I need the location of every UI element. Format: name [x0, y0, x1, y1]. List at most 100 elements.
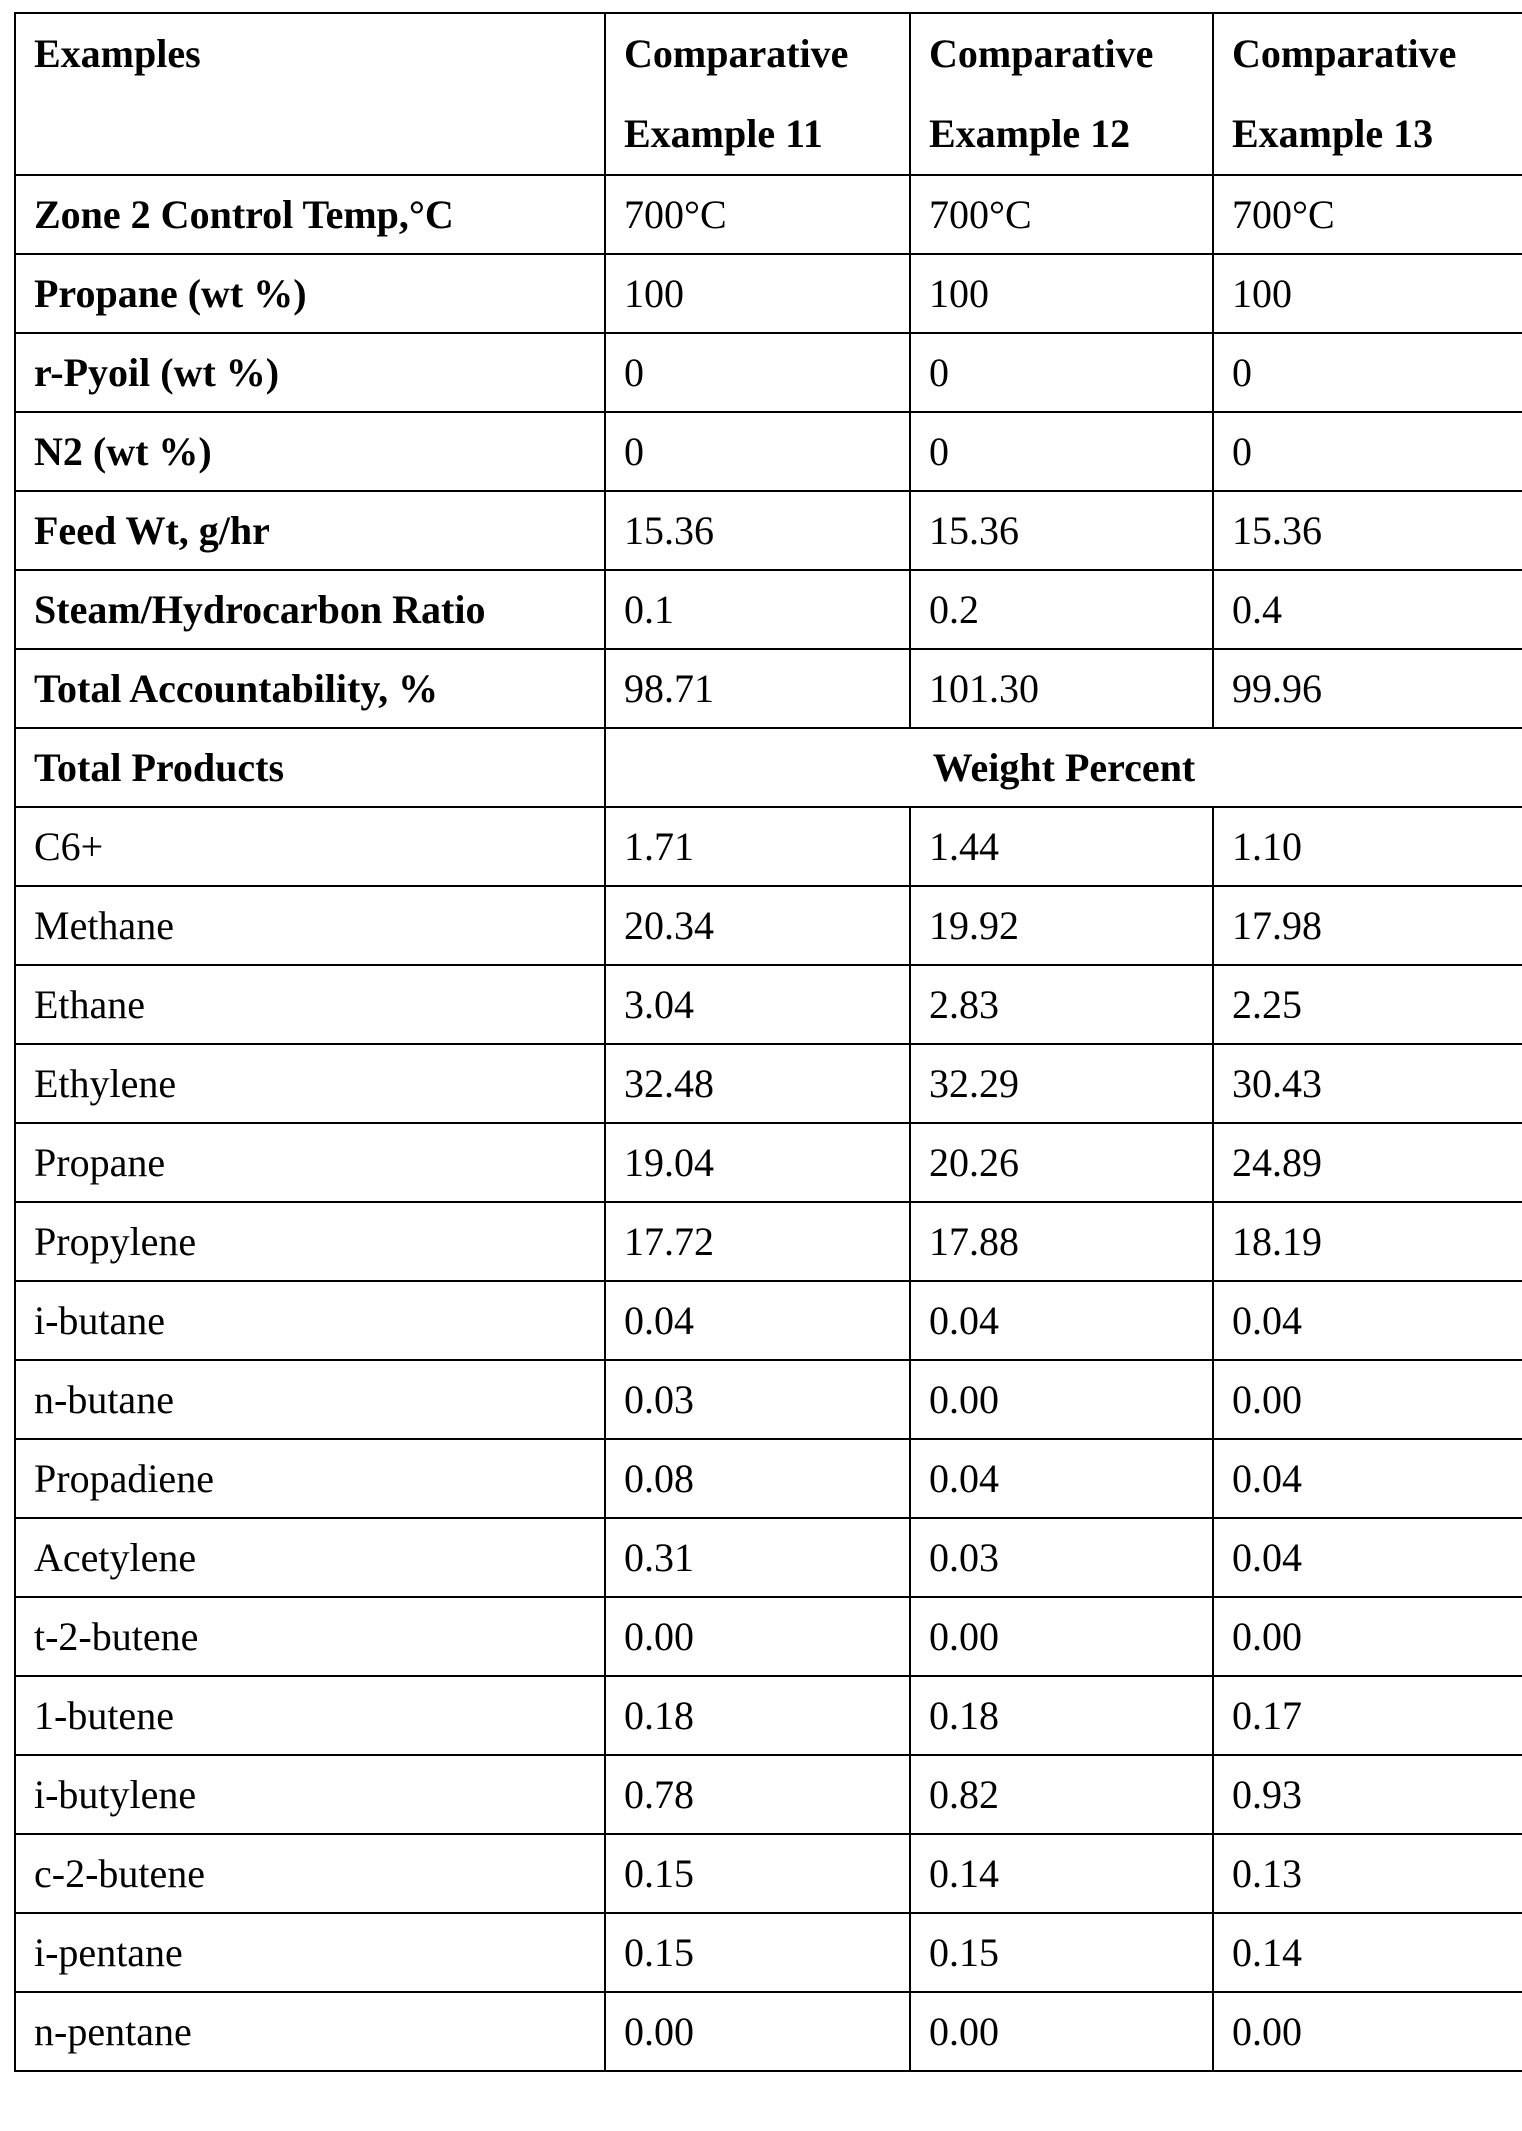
- value-cell: 24.89: [1212, 1122, 1522, 1203]
- value-cell: 0.15: [604, 1833, 911, 1914]
- value-cell: 0.03: [604, 1359, 911, 1440]
- value-cell: 0.15: [604, 1912, 911, 1993]
- value-cell: 0.00: [909, 1359, 1214, 1440]
- value-cell: 0.04: [1212, 1280, 1522, 1361]
- value-cell: 32.29: [909, 1043, 1214, 1124]
- products-header-row: Total Products Weight Percent: [14, 727, 1522, 808]
- condition-row: Zone 2 Control Temp,°C 700°C 700°C 700°C: [14, 174, 1522, 255]
- column-header-cell: Comparative Example 13: [1212, 12, 1522, 176]
- value-cell: 19.92: [909, 885, 1214, 966]
- product-label-cell: C6+: [14, 806, 606, 887]
- product-label-cell: Methane: [14, 885, 606, 966]
- value-cell: 1.10: [1212, 806, 1522, 887]
- product-row: t-2-butene 0.00 0.00 0.00: [14, 1596, 1522, 1677]
- value-cell: 700°C: [909, 174, 1214, 255]
- value-cell: 15.36: [909, 490, 1214, 571]
- row-label-cell: Total Accountability, %: [14, 648, 606, 729]
- value-cell: 3.04: [604, 964, 911, 1045]
- value-cell: 0: [604, 332, 911, 413]
- product-label-cell: c-2-butene: [14, 1833, 606, 1914]
- product-row: Ethylene 32.48 32.29 30.43: [14, 1043, 1522, 1124]
- condition-row: r-Pyoil (wt %) 0 0 0: [14, 332, 1522, 413]
- weight-percent-header: Weight Percent: [604, 727, 1522, 808]
- value-cell: 100: [909, 253, 1214, 334]
- condition-row: N2 (wt %) 0 0 0: [14, 411, 1522, 492]
- condition-row: Steam/Hydrocarbon Ratio 0.1 0.2 0.4: [14, 569, 1522, 650]
- value-cell: 0: [604, 411, 911, 492]
- value-cell: 0.00: [1212, 1991, 1522, 2072]
- product-row: 1-butene 0.18 0.18 0.17: [14, 1675, 1522, 1756]
- value-cell: 100: [604, 253, 911, 334]
- value-cell: 0.4: [1212, 569, 1522, 650]
- product-label-cell: 1-butene: [14, 1675, 606, 1756]
- row-label-cell: Feed Wt, g/hr: [14, 490, 606, 571]
- value-cell: 0.00: [909, 1991, 1214, 2072]
- product-label-cell: n-pentane: [14, 1991, 606, 2072]
- value-cell: 2.25: [1212, 964, 1522, 1045]
- product-row: i-butane 0.04 0.04 0.04: [14, 1280, 1522, 1361]
- condition-row: Propane (wt %) 100 100 100: [14, 253, 1522, 334]
- value-cell: 0.78: [604, 1754, 911, 1835]
- value-cell: 100: [1212, 253, 1522, 334]
- value-cell: 99.96: [1212, 648, 1522, 729]
- value-cell: 101.30: [909, 648, 1214, 729]
- products-header-label: Total Products: [14, 727, 606, 808]
- value-cell: 0.04: [909, 1438, 1214, 1519]
- value-cell: 0.17: [1212, 1675, 1522, 1756]
- value-cell: 0.18: [604, 1675, 911, 1756]
- value-cell: 0.93: [1212, 1754, 1522, 1835]
- value-cell: 0.1: [604, 569, 911, 650]
- row-label-cell: Steam/Hydrocarbon Ratio: [14, 569, 606, 650]
- data-table: Examples Comparative Example 11 Comparat…: [14, 12, 1522, 2072]
- value-cell: 0.04: [1212, 1517, 1522, 1598]
- product-label-cell: i-butylene: [14, 1754, 606, 1835]
- value-cell: 30.43: [1212, 1043, 1522, 1124]
- product-label-cell: n-butane: [14, 1359, 606, 1440]
- product-label-cell: Ethane: [14, 964, 606, 1045]
- value-cell: 700°C: [604, 174, 911, 255]
- product-label-cell: Acetylene: [14, 1517, 606, 1598]
- value-cell: 0.00: [604, 1596, 911, 1677]
- value-cell: 0: [909, 332, 1214, 413]
- product-row: n-pentane 0.00 0.00 0.00: [14, 1991, 1522, 2072]
- value-cell: 0: [909, 411, 1214, 492]
- product-label-cell: i-pentane: [14, 1912, 606, 1993]
- product-row: i-butylene 0.78 0.82 0.93: [14, 1754, 1522, 1835]
- value-cell: 0.2: [909, 569, 1214, 650]
- product-row: i-pentane 0.15 0.15 0.14: [14, 1912, 1522, 1993]
- value-cell: 19.04: [604, 1122, 911, 1203]
- value-cell: 17.72: [604, 1201, 911, 1282]
- value-cell: 0: [1212, 332, 1522, 413]
- value-cell: 18.19: [1212, 1201, 1522, 1282]
- row-label-cell: r-Pyoil (wt %): [14, 332, 606, 413]
- value-cell: 700°C: [1212, 174, 1522, 255]
- value-cell: 0.14: [909, 1833, 1214, 1914]
- value-cell: 0.00: [1212, 1359, 1522, 1440]
- product-row: C6+ 1.71 1.44 1.10: [14, 806, 1522, 887]
- value-cell: 20.26: [909, 1122, 1214, 1203]
- product-label-cell: Propylene: [14, 1201, 606, 1282]
- product-row: n-butane 0.03 0.00 0.00: [14, 1359, 1522, 1440]
- value-cell: 0.82: [909, 1754, 1214, 1835]
- value-cell: 0: [1212, 411, 1522, 492]
- product-row: Methane 20.34 19.92 17.98: [14, 885, 1522, 966]
- product-row: c-2-butene 0.15 0.14 0.13: [14, 1833, 1522, 1914]
- value-cell: 0.14: [1212, 1912, 1522, 1993]
- value-cell: 17.98: [1212, 885, 1522, 966]
- product-row: Propylene 17.72 17.88 18.19: [14, 1201, 1522, 1282]
- product-row: Ethane 3.04 2.83 2.25: [14, 964, 1522, 1045]
- value-cell: 0.00: [1212, 1596, 1522, 1677]
- condition-row: Total Accountability, % 98.71 101.30 99.96: [14, 648, 1522, 729]
- value-cell: 17.88: [909, 1201, 1214, 1282]
- column-header-cell: Comparative Example 12: [909, 12, 1214, 176]
- value-cell: 1.44: [909, 806, 1214, 887]
- table-body: Examples Comparative Example 11 Comparat…: [14, 12, 1522, 2072]
- row-label-cell: Zone 2 Control Temp,°C: [14, 174, 606, 255]
- value-cell: 0.00: [604, 1991, 911, 2072]
- product-label-cell: i-butane: [14, 1280, 606, 1361]
- condition-row: Feed Wt, g/hr 15.36 15.36 15.36: [14, 490, 1522, 571]
- product-label-cell: Propadiene: [14, 1438, 606, 1519]
- value-cell: 1.71: [604, 806, 911, 887]
- header-label-cell: Examples: [14, 12, 606, 176]
- product-label-cell: t-2-butene: [14, 1596, 606, 1677]
